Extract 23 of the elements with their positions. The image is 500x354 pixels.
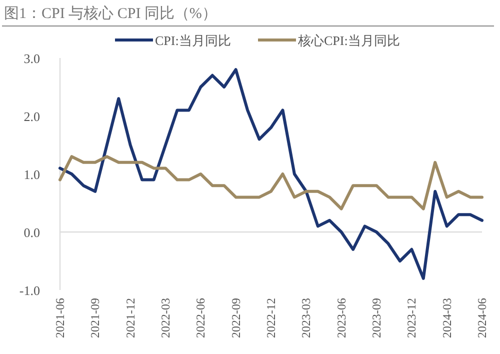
x-tick-label: 2021-06 (53, 298, 67, 338)
x-tick-label: 2022-03 (158, 298, 172, 338)
y-tick-label: -1.0 (19, 283, 40, 298)
legend-label: CPI:当月同比 (155, 33, 231, 48)
y-tick-label: 1.0 (24, 167, 40, 182)
x-tick-label: 2024-06 (475, 298, 489, 338)
line-series (58, 155, 484, 210)
y-tick-label: 3.0 (24, 51, 40, 66)
chart-title: 图1：CPI 与核心 CPI 同比（%） (4, 5, 217, 22)
y-tick-label: 0.0 (24, 225, 40, 240)
x-tick-label: 2022-06 (194, 298, 208, 338)
x-tick-label: 2023-03 (299, 298, 314, 338)
line-series (58, 68, 484, 280)
x-tick-label: 2021-12 (123, 298, 138, 338)
legend-label: 核心CPI:当月同比 (297, 33, 400, 48)
x-tick-label: 2022-12 (264, 298, 278, 338)
y-tick-label: 2.0 (24, 109, 40, 124)
x-tick-label: 2024-03 (440, 298, 454, 338)
x-tick-label: 2023-09 (370, 298, 384, 338)
x-tick-label: 2022-09 (228, 298, 243, 338)
x-tick-label: 2023-06 (334, 298, 348, 338)
x-tick-label: 2021-09 (88, 298, 102, 338)
x-tick-label: 2023-12 (404, 298, 419, 338)
